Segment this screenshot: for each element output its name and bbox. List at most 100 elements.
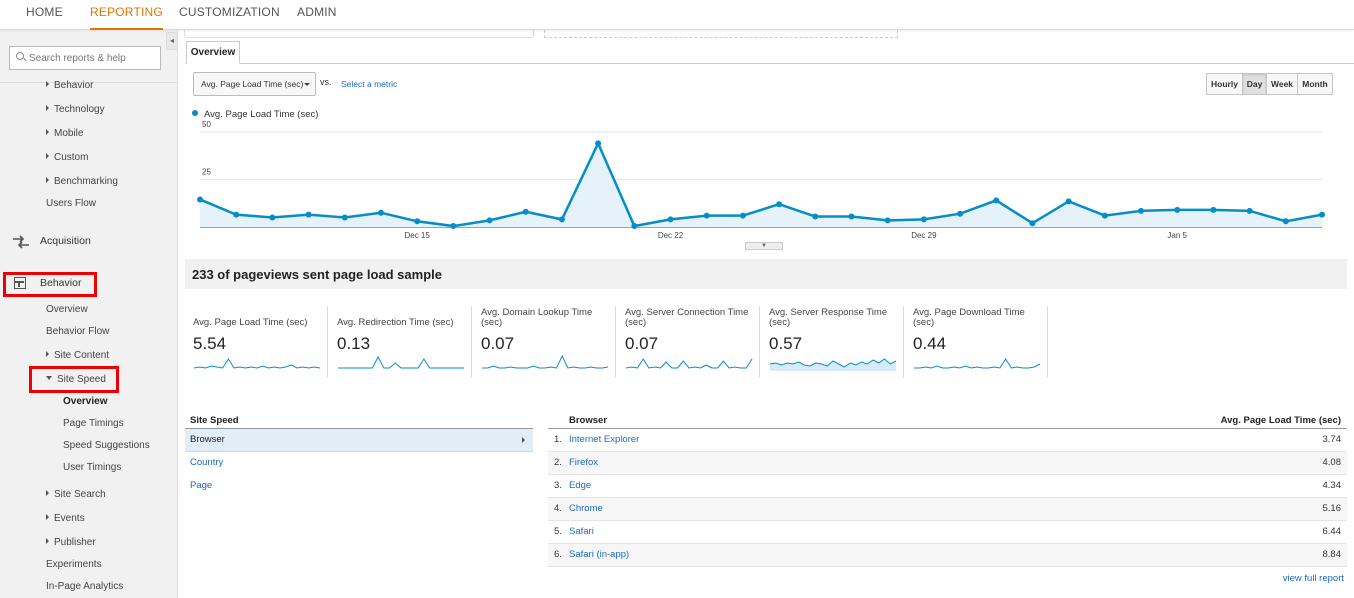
metric-card[interactable]: Avg. Page Download Time (sec) 0.44 xyxy=(905,306,1048,378)
sidebar-item-behavior-partial[interactable]: Behavior xyxy=(46,80,93,91)
data-point[interactable] xyxy=(957,210,964,217)
search-input[interactable] xyxy=(29,50,157,66)
sidebar-item-behavior-flow[interactable]: Behavior Flow xyxy=(46,326,110,337)
sidebar-item-site-search[interactable]: Site Search xyxy=(46,489,106,500)
sidebar-item-label: Events xyxy=(54,513,85,524)
y-tick-label: 25 xyxy=(202,168,211,177)
view-full-report-link[interactable]: view full report xyxy=(1282,573,1344,584)
sidebar-item-user-timings[interactable]: User Timings xyxy=(63,462,122,473)
select-metric-link[interactable]: Select a metric xyxy=(341,79,398,89)
data-point[interactable] xyxy=(522,208,529,215)
expand-arrow-icon xyxy=(46,514,49,520)
data-point[interactable] xyxy=(377,209,384,216)
sidebar-item-site-speed-overview[interactable]: Overview xyxy=(63,396,108,407)
sidebar-item-page-timings[interactable]: Page Timings xyxy=(63,418,124,429)
data-point[interactable] xyxy=(1029,220,1036,227)
sidebar-item-site-speed[interactable]: Site Speed xyxy=(46,374,106,385)
sidebar-item-experiments[interactable]: Experiments xyxy=(46,559,102,570)
collapse-sidebar-button[interactable]: ◂ xyxy=(166,32,177,50)
data-point[interactable] xyxy=(920,216,927,223)
sidebar-item-in-page-analytics[interactable]: In-Page Analytics xyxy=(46,581,124,592)
tab-admin[interactable]: ADMIN xyxy=(297,5,337,19)
data-point[interactable] xyxy=(1210,206,1217,213)
data-point[interactable] xyxy=(739,212,746,219)
vs-label: vs. xyxy=(320,77,332,87)
metric-card[interactable]: Avg. Server Connection Time (sec) 0.07 xyxy=(617,306,760,378)
metric-select[interactable]: Avg. Page Load Time (sec) xyxy=(193,72,316,96)
browser-link[interactable]: Firefox xyxy=(569,457,599,468)
x-tick-label: Dec 22 xyxy=(658,231,684,240)
data-point[interactable] xyxy=(486,217,493,224)
data-point[interactable] xyxy=(595,140,602,147)
data-point[interactable] xyxy=(993,197,1000,204)
data-point[interactable] xyxy=(812,213,819,220)
sidebar-item-behavior[interactable]: Behavior xyxy=(40,277,82,289)
sparkline-line xyxy=(482,354,609,369)
data-point[interactable] xyxy=(667,216,674,223)
period-hourly-button[interactable]: Hourly xyxy=(1206,73,1243,95)
data-point[interactable] xyxy=(1065,198,1072,205)
metric-card[interactable]: Avg. Server Response Time (sec) 0.57 xyxy=(761,306,904,378)
data-point[interactable] xyxy=(1319,211,1325,218)
period-week-button[interactable]: Week xyxy=(1266,73,1298,95)
search-field[interactable] xyxy=(9,46,161,70)
sidebar-item-users-flow[interactable]: Users Flow xyxy=(46,198,97,209)
sidebar-item-benchmarking[interactable]: Benchmarking xyxy=(46,176,118,187)
data-point[interactable] xyxy=(341,214,348,221)
data-point[interactable] xyxy=(631,223,638,230)
data-point[interactable] xyxy=(414,218,421,225)
sidebar-item-mobile[interactable]: Mobile xyxy=(46,128,83,139)
browser-link[interactable]: Chrome xyxy=(569,503,603,514)
data-point[interactable] xyxy=(884,217,891,224)
data-point[interactable] xyxy=(233,211,240,218)
period-month-button[interactable]: Month xyxy=(1297,73,1333,95)
browser-link[interactable]: Internet Explorer xyxy=(569,434,640,445)
metric-card-value: 5.54 xyxy=(193,334,227,353)
data-point[interactable] xyxy=(1101,212,1108,219)
sidebar-item-events[interactable]: Events xyxy=(46,513,85,524)
sidebar-item-acquisition[interactable]: Acquisition xyxy=(40,235,91,247)
metric-card[interactable]: Avg. Page Load Time (sec) 5.54 xyxy=(185,306,328,378)
data-point[interactable] xyxy=(1282,218,1289,225)
sparkline-line xyxy=(769,358,897,368)
data-point[interactable] xyxy=(450,223,457,230)
sidebar-item-label: Site Speed xyxy=(57,374,106,385)
data-point[interactable] xyxy=(197,196,203,203)
dimension-row-page[interactable]: Page xyxy=(190,480,213,491)
tab-reporting[interactable]: REPORTING xyxy=(90,0,163,30)
data-point[interactable] xyxy=(305,211,312,218)
tab-overview[interactable]: Overview xyxy=(186,41,240,64)
browser-link[interactable]: Safari (in-app) xyxy=(569,549,630,560)
data-point[interactable] xyxy=(848,213,855,220)
metric-card[interactable]: Avg. Domain Lookup Time (sec) 0.07 xyxy=(473,306,616,378)
data-point[interactable] xyxy=(1174,206,1181,213)
expand-arrow-icon xyxy=(46,81,49,87)
tab-customization[interactable]: CUSTOMIZATION xyxy=(179,5,280,19)
highlight-box-behavior xyxy=(3,272,97,297)
dimension-row-browser[interactable]: Browser xyxy=(185,429,533,452)
data-point[interactable] xyxy=(776,201,783,208)
data-point[interactable] xyxy=(703,212,710,219)
sidebar-item-speed-suggestions[interactable]: Speed Suggestions xyxy=(63,440,150,451)
browser-link[interactable]: Edge xyxy=(569,480,592,491)
browser-link[interactable]: Safari xyxy=(569,526,594,537)
sidebar-item-publisher[interactable]: Publisher xyxy=(46,537,96,548)
chart-resize-handle[interactable]: ▼ xyxy=(745,242,783,250)
sidebar-item-site-content[interactable]: Site Content xyxy=(46,350,109,361)
data-point[interactable] xyxy=(1246,207,1253,214)
metric-card-label: Avg. Server Response Time (sec) xyxy=(769,307,888,328)
data-point[interactable] xyxy=(1138,207,1145,214)
dimension-row-country[interactable]: Country xyxy=(190,457,224,468)
sparkline xyxy=(482,354,609,369)
data-point[interactable] xyxy=(558,216,565,223)
data-point[interactable] xyxy=(269,214,276,221)
tab-home[interactable]: HOME xyxy=(26,5,63,19)
sidebar-item-behavior-overview[interactable]: Overview xyxy=(46,304,88,315)
summary-band: 233 of pageviews sent page load sample xyxy=(185,259,1347,289)
expand-arrow-icon xyxy=(46,129,49,135)
sidebar-item-custom[interactable]: Custom xyxy=(46,152,88,163)
sidebar-item-technology[interactable]: Technology xyxy=(46,104,105,115)
period-day-button[interactable]: Day xyxy=(1242,73,1267,95)
metric-card[interactable]: Avg. Redirection Time (sec) 0.13 xyxy=(329,306,472,378)
sparkline-line xyxy=(914,358,1041,369)
